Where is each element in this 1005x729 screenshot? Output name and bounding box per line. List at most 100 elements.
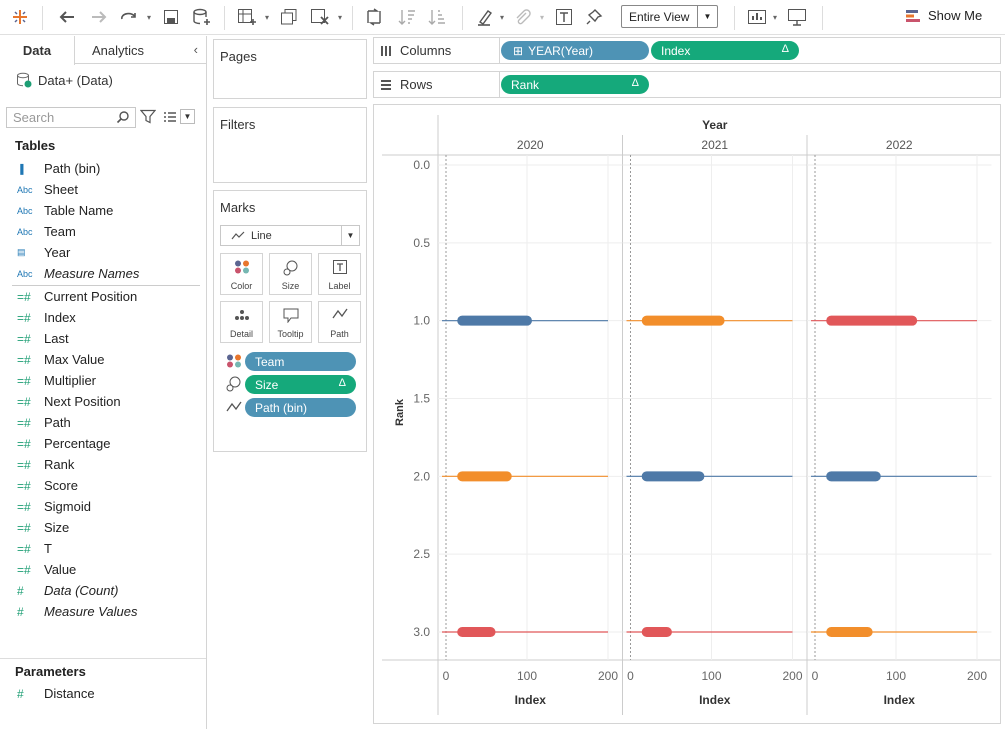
sort-desc-icon[interactable] — [426, 6, 448, 28]
show-cards-icon[interactable] — [746, 6, 768, 28]
color-icon — [226, 354, 242, 371]
path-icon — [319, 308, 360, 320]
filters-card[interactable]: Filters — [213, 107, 367, 183]
sort-asc-icon[interactable] — [396, 6, 418, 28]
chevron-down-icon[interactable]: ▼ — [341, 226, 359, 245]
label-icon[interactable] — [554, 6, 574, 28]
field-item-last[interactable]: =# Last — [0, 328, 206, 349]
new-datasource-icon[interactable] — [191, 6, 213, 28]
chevron-down-icon[interactable]: ▾ — [499, 12, 504, 22]
field-item-next-position[interactable]: =# Next Position — [0, 391, 206, 412]
chevron-down-icon[interactable]: ▼ — [180, 109, 195, 124]
collapse-pane-icon[interactable]: ‹ — [193, 42, 198, 57]
field-item-size[interactable]: =# Size — [0, 517, 206, 538]
present-icon[interactable] — [786, 6, 808, 28]
field-item-multiplier[interactable]: =# Multiplier — [0, 370, 206, 391]
chevron-down-icon[interactable]: ▼ — [697, 6, 717, 27]
field-item-path[interactable]: =# Path — [0, 412, 206, 433]
field-item-value[interactable]: =# Value — [0, 559, 206, 580]
clear-icon[interactable] — [309, 6, 331, 28]
rows-shelf[interactable]: Rows Rank Δ — [373, 71, 1001, 98]
rows-shelf-label: Rows — [400, 77, 433, 92]
y-tick-label: 0.0 — [413, 158, 430, 172]
field-item-sheet[interactable]: Abc Sheet — [0, 179, 206, 200]
y-tick-label: 2.0 — [413, 469, 430, 483]
field-item-path-bin-[interactable]: ▐ Path (bin) — [0, 158, 206, 179]
field-item-year[interactable]: ▤ Year — [0, 242, 206, 263]
pause-updates-icon[interactable] — [118, 6, 140, 28]
field-item-current-position[interactable]: =# Current Position — [0, 286, 206, 307]
x-axis-label: Index — [699, 693, 731, 707]
mark-type-select[interactable]: Line ▼ — [220, 225, 360, 246]
chevron-down-icon[interactable]: ▾ — [264, 12, 269, 22]
tab-data[interactable]: Data — [0, 36, 75, 65]
field-item-measure-values[interactable]: # Measure Values — [0, 601, 206, 622]
field-label: Table Name — [44, 203, 114, 218]
highlight-icon[interactable] — [475, 6, 495, 28]
color-button[interactable]: Color — [220, 253, 263, 295]
tooltip-icon — [270, 308, 311, 323]
search-input[interactable]: Search — [6, 107, 136, 128]
columns-pill-index[interactable]: Index Δ — [651, 41, 799, 60]
field-item-table-name[interactable]: Abc Table Name — [0, 200, 206, 221]
x-tick-label: 0 — [627, 669, 634, 683]
measure-icon: # — [17, 604, 24, 619]
field-item-index[interactable]: =# Index — [0, 307, 206, 328]
field-label: Team — [44, 224, 76, 239]
marks-pill-size[interactable]: Size Δ — [245, 375, 356, 394]
label-button[interactable]: Label — [318, 253, 361, 295]
marks-pill-path-bin[interactable]: Path (bin) — [245, 398, 356, 417]
field-item-max-value[interactable]: =# Max Value — [0, 349, 206, 370]
fit-view-select[interactable]: Entire View ▼ — [621, 5, 718, 28]
show-me-button[interactable]: Show Me — [906, 8, 982, 23]
pin-icon[interactable] — [584, 6, 604, 28]
detail-button[interactable]: Detail — [220, 301, 263, 343]
parameter-item-distance[interactable]: # Distance — [0, 683, 206, 704]
field-label: Size — [44, 520, 70, 535]
y-axis-label: Rank — [394, 398, 406, 426]
rank-line-chart[interactable]: Year 0.0 0.5 1.0 1.5 2.0 2.5 3.0 Rank 2020 0 100 200… — [374, 105, 1000, 723]
duplicate-icon[interactable] — [279, 6, 299, 28]
size-button[interactable]: Size — [269, 253, 312, 295]
rows-pill-rank[interactable]: Rank Δ — [501, 75, 649, 94]
field-label: Measure Values — [44, 604, 138, 619]
pages-card[interactable]: Pages — [213, 39, 367, 99]
field-item-sigmoid[interactable]: =# Sigmoid — [0, 496, 206, 517]
field-item-score[interactable]: =# Score — [0, 475, 206, 496]
tableau-logo-icon[interactable] — [10, 6, 30, 28]
columns-pill-year[interactable]: ⊞ YEAR(Year) — [501, 41, 649, 60]
chevron-down-icon[interactable]: ▾ — [539, 12, 544, 22]
field-item-percentage[interactable]: =# Percentage — [0, 433, 206, 454]
field-item-team[interactable]: Abc Team — [0, 221, 206, 242]
redo-icon[interactable] — [88, 6, 110, 28]
chevron-down-icon[interactable]: ▾ — [772, 12, 777, 22]
marks-pill-team[interactable]: Team — [245, 352, 356, 371]
panel-header-2021: 2021 — [701, 138, 728, 152]
delta-icon: Δ — [781, 43, 789, 55]
field-item-t[interactable]: =# T — [0, 538, 206, 559]
filters-card-title: Filters — [220, 117, 256, 132]
group-icon[interactable] — [512, 6, 532, 28]
x-axis-label: Index — [515, 693, 547, 707]
field-item-rank[interactable]: =# Rank — [0, 454, 206, 475]
field-item-measure-names[interactable]: Abc Measure Names — [0, 263, 206, 284]
datasource-item[interactable]: Data+ (Data) — [16, 72, 113, 88]
save-icon[interactable] — [161, 6, 181, 28]
columns-shelf[interactable]: Columns ⊞ YEAR(Year) Index Δ — [373, 37, 1001, 64]
tooltip-button[interactable]: Tooltip — [269, 301, 312, 343]
list-view-icon — [164, 111, 176, 122]
swap-icon[interactable] — [363, 6, 385, 28]
path-button[interactable]: Path — [318, 301, 361, 343]
new-worksheet-icon[interactable] — [236, 6, 258, 28]
y-tick-label: 0.5 — [413, 236, 430, 250]
text-label-icon — [319, 260, 360, 274]
chevron-down-icon[interactable]: ▾ — [146, 12, 151, 22]
tab-analytics-label: Analytics — [91, 42, 145, 58]
filter-icon[interactable] — [139, 109, 157, 127]
tab-analytics[interactable]: Analytics — [75, 36, 161, 64]
field-item-data-count-[interactable]: # Data (Count) — [0, 580, 206, 601]
undo-icon[interactable] — [56, 6, 78, 28]
view-options-button[interactable]: ▼ — [163, 109, 195, 124]
chevron-down-icon[interactable]: ▾ — [337, 12, 342, 22]
size-icon — [226, 376, 242, 395]
